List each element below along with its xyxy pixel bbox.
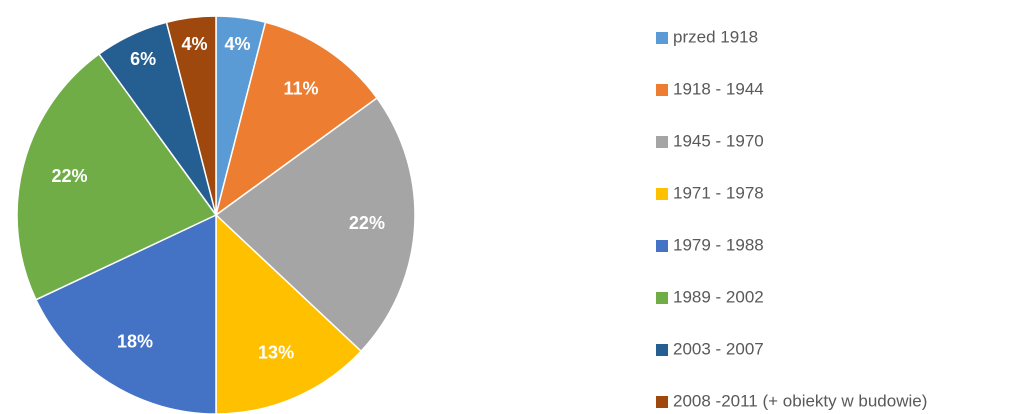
data-label: 6% [130,49,156,69]
data-label: 22% [349,213,385,233]
legend-label: 2003 - 2007 [673,339,764,358]
pie-slice [165,15,217,216]
legend-swatch [656,84,668,96]
pie-slice [214,96,416,353]
legend-swatch [656,240,668,252]
pie-slice [214,21,379,217]
legend-swatch [656,396,668,408]
pie-slice [34,213,217,414]
legend-label: 2008 -2011 (+ obiekty w budowie) [673,391,927,410]
legend-label: 1971 - 1978 [673,183,764,202]
legend-label: 1945 - 1970 [673,131,764,150]
legend-swatch [656,188,668,200]
data-label: 22% [51,166,87,186]
legend-swatch [656,32,668,44]
data-label: 11% [283,79,318,99]
data-label: 4% [182,34,208,54]
legend-swatch [656,136,668,148]
legend-label: przed 1918 [673,27,758,46]
data-label: 4% [224,34,250,54]
legend-label: 1918 - 1944 [673,79,764,98]
pie-slice [16,52,218,301]
legend-label: 1979 - 1988 [673,235,764,254]
legend-swatch [656,344,668,356]
data-label: 13% [258,343,294,363]
legend-swatch [656,292,668,304]
legend-label: 1989 - 2002 [673,287,764,306]
data-label: 18% [117,331,153,351]
